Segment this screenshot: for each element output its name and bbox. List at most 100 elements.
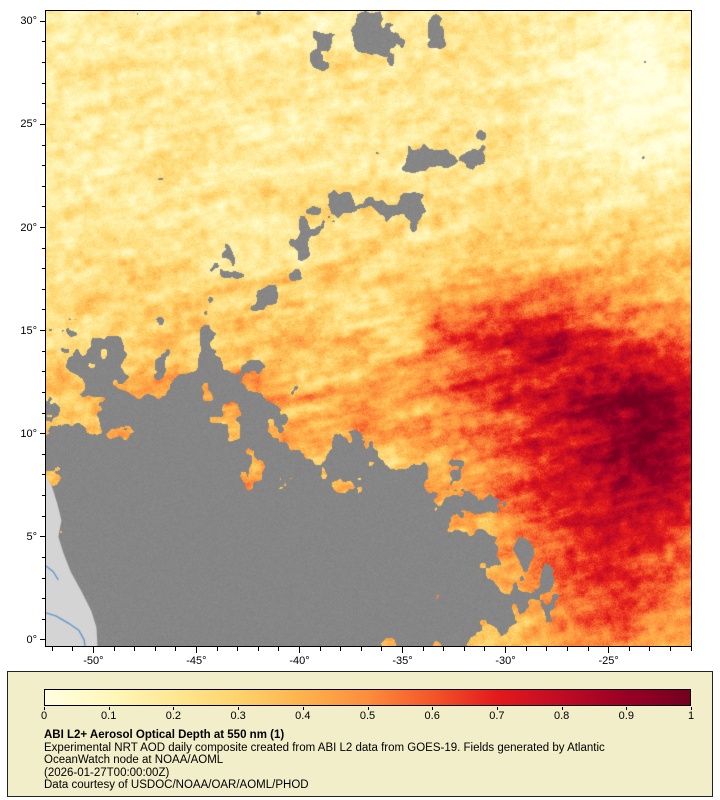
lat-tick-label: 10° bbox=[20, 427, 37, 440]
colorbar-tick-label: 0.3 bbox=[230, 710, 246, 722]
lat-tick-label: 5° bbox=[26, 530, 37, 543]
lon-minor-tick bbox=[51, 647, 53, 651]
lat-minor-tick bbox=[42, 371, 46, 373]
lon-minor-tick bbox=[422, 647, 424, 651]
colorbar-tick-label: 0.7 bbox=[489, 710, 505, 722]
lon-minor-tick bbox=[134, 647, 136, 651]
lon-minor-tick bbox=[546, 647, 548, 651]
legend-description-line-2: OceanWatch node at NOAA/AOML bbox=[44, 754, 224, 767]
lat-tick-label: 30° bbox=[20, 15, 37, 28]
colorbar-tick bbox=[561, 707, 563, 710]
lat-minor-tick bbox=[42, 144, 46, 146]
colorbar-tick-label: 0.8 bbox=[553, 710, 570, 722]
lat-minor-tick bbox=[42, 185, 46, 187]
lon-major-tick bbox=[92, 647, 94, 653]
colorbar-tick bbox=[173, 707, 175, 710]
aod-raster-map bbox=[45, 10, 692, 647]
legend-description-line-1: Experimental NRT AOD daily composite cre… bbox=[44, 741, 605, 754]
lat-minor-tick bbox=[42, 556, 46, 558]
lon-minor-tick bbox=[566, 647, 568, 651]
lat-major-tick bbox=[40, 639, 46, 641]
lon-minor-tick bbox=[443, 647, 445, 651]
lat-minor-tick bbox=[42, 412, 46, 414]
lon-major-tick bbox=[402, 647, 403, 653]
lat-minor-tick bbox=[42, 206, 46, 208]
colorbar-tick-label: 0 bbox=[40, 710, 48, 722]
colorbar-tick-label: 0.2 bbox=[165, 710, 182, 722]
lon-major-tick bbox=[195, 647, 197, 653]
lon-minor-tick bbox=[216, 647, 218, 651]
lat-major-tick bbox=[40, 330, 46, 332]
lon-tick-label: -30° bbox=[495, 655, 516, 667]
colorbar-tick-label: 0.9 bbox=[618, 710, 634, 722]
lat-major-tick bbox=[40, 536, 46, 538]
lat-tick-label: 15° bbox=[20, 324, 37, 337]
lat-minor-tick bbox=[42, 309, 46, 311]
colorbar-tick-label: 0.6 bbox=[424, 710, 440, 722]
colorbar-tick bbox=[302, 707, 304, 710]
lat-tick-label: 0° bbox=[26, 633, 37, 646]
lat-minor-tick bbox=[42, 62, 46, 63]
lat-minor-tick bbox=[42, 247, 46, 249]
lat-minor-tick bbox=[42, 598, 46, 600]
lon-minor-tick bbox=[649, 647, 651, 651]
colorbar-tick bbox=[496, 707, 498, 710]
colorbar-tick bbox=[626, 707, 628, 710]
lat-minor-tick bbox=[42, 474, 46, 476]
lat-minor-tick bbox=[42, 577, 46, 579]
lat-tick-label: 20° bbox=[20, 221, 37, 234]
legend-credit: Data courtesy of USDOC/NOAA/OAR/AOML/PHO… bbox=[44, 779, 309, 792]
legend-title: ABI L2+ Aerosol Optical Depth at 550 nm … bbox=[44, 729, 285, 741]
lon-minor-tick bbox=[319, 647, 321, 651]
colorbar-tick bbox=[691, 707, 692, 710]
lon-minor-tick bbox=[587, 647, 589, 651]
lat-minor-tick bbox=[42, 288, 46, 290]
lon-tick-label: -45° bbox=[186, 655, 207, 667]
legend-panel: 0 0.1 0.2 0.3 0.4 0.5 0.6 0.7 0.8 0.9 1 ABI L2+ Ae… bbox=[7, 671, 713, 797]
lat-minor-tick bbox=[42, 268, 46, 270]
lon-minor-tick bbox=[154, 647, 156, 651]
lon-minor-tick bbox=[340, 647, 342, 651]
legend-text-block: ABI L2+ Aerosol Optical Depth at 550 nm … bbox=[44, 729, 694, 792]
colorbar-area: 0 0.1 0.2 0.3 0.4 0.5 0.6 0.7 0.8 0.9 1 bbox=[40, 689, 695, 727]
lat-major-tick bbox=[40, 20, 46, 22]
lon-minor-tick bbox=[175, 647, 177, 651]
lon-major-tick bbox=[608, 647, 610, 653]
lon-major-tick bbox=[505, 647, 506, 653]
lon-minor-tick bbox=[628, 647, 630, 651]
lat-minor-tick bbox=[42, 391, 46, 393]
lon-major-tick bbox=[299, 647, 300, 653]
lon-tick-label: -50° bbox=[83, 655, 104, 667]
lat-minor-tick bbox=[42, 618, 46, 620]
lat-major-tick bbox=[40, 433, 46, 435]
lon-minor-tick bbox=[113, 647, 115, 651]
lat-minor-tick bbox=[42, 350, 46, 352]
colorbar-tick-label: 0.1 bbox=[101, 710, 117, 722]
lat-minor-tick bbox=[42, 453, 46, 455]
lat-major-tick bbox=[40, 123, 46, 125]
lon-minor-tick bbox=[278, 647, 280, 651]
lon-tick-label: -40° bbox=[289, 655, 310, 667]
lon-minor-tick bbox=[237, 647, 239, 651]
lon-minor-tick bbox=[257, 647, 259, 651]
lon-minor-tick bbox=[463, 647, 465, 651]
colorbar-tick bbox=[432, 707, 434, 710]
lon-tick-label: -25° bbox=[598, 655, 619, 667]
colorbar-tick bbox=[367, 707, 369, 710]
lon-tick-label: -35° bbox=[392, 655, 413, 667]
lat-tick-label: 25° bbox=[20, 118, 37, 131]
lat-minor-tick bbox=[42, 103, 46, 105]
lat-minor-tick bbox=[42, 495, 46, 496]
colorbar-tick-label: 1 bbox=[687, 710, 695, 722]
colorbar-tick bbox=[108, 707, 110, 710]
lon-minor-tick bbox=[360, 647, 362, 651]
lat-major-tick bbox=[40, 227, 46, 228]
lon-minor-tick bbox=[381, 647, 383, 651]
lat-minor-tick bbox=[42, 41, 46, 43]
lon-minor-tick bbox=[525, 647, 527, 651]
lat-minor-tick bbox=[42, 515, 46, 517]
colorbar-tick bbox=[238, 707, 240, 710]
colorbar-tick-label: 0.4 bbox=[295, 710, 311, 722]
lon-minor-tick bbox=[484, 647, 486, 651]
